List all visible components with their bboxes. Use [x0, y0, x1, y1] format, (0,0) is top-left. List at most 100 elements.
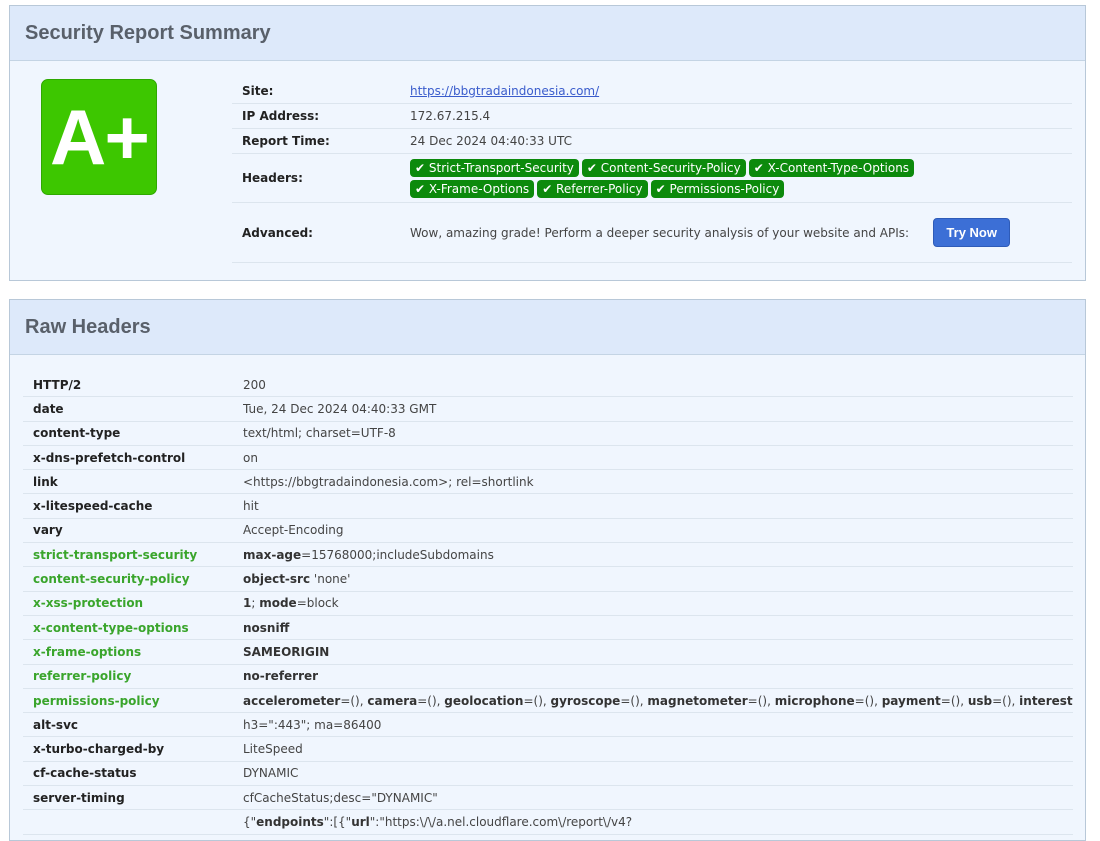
header-value: nosniff: [243, 621, 1073, 635]
header-value-part: mode: [259, 596, 297, 611]
header-name: HTTP/2: [33, 377, 82, 392]
table-row: cf-cache-status DYNAMIC: [23, 762, 1073, 787]
header-value-part: usb: [967, 693, 993, 708]
header-badge: ✔ Referrer-Policy: [537, 179, 648, 198]
try-now-button[interactable]: Try Now: [933, 218, 1010, 247]
card-header: Raw Headers: [10, 300, 1085, 355]
table-row: permissions-policy accelerometer=(), came…: [23, 689, 1073, 714]
header-value-part: url: [351, 814, 370, 829]
report-time-row: Report Time: 24 Dec 2024 04:40:33 UTC: [232, 129, 1072, 154]
header-value-part: cfCacheStatus;desc="DYNAMIC": [243, 790, 438, 805]
header-value-part: Tue, 24 Dec 2024 04:40:33 GMT: [243, 401, 437, 416]
header-value-part: =(),: [747, 693, 775, 708]
card-title: Raw Headers: [25, 315, 151, 338]
header-value-part: max-age: [243, 547, 302, 562]
table-row: server-timing cfCacheStatus;desc="DYNAMIC…: [23, 786, 1073, 811]
raw-headers-table: HTTP/2 200 date Tue, 24 Dec 2024 04:40:33 G…: [23, 373, 1073, 835]
header-value-part: geolocation: [444, 693, 524, 708]
header-name: vary: [33, 523, 63, 538]
table-row: strict-transport-security max-age=1576800…: [23, 543, 1073, 568]
header-value-part: SAMEORIGIN: [243, 644, 330, 659]
ip-row: IP Address: 172.67.215.4: [232, 104, 1072, 129]
header-value-part: =block: [296, 596, 339, 611]
header-value: object-src 'none': [243, 572, 1073, 586]
headers-label: Headers:: [242, 171, 303, 185]
header-value-part: accelerometer: [243, 693, 341, 708]
header-value-part: =(),: [940, 693, 968, 708]
header-value: SAMEORIGIN: [243, 645, 1073, 659]
table-row: vary Accept-Encoding: [23, 519, 1073, 544]
table-row: date Tue, 24 Dec 2024 04:40:33 GMT: [23, 397, 1073, 422]
header-value-part: ;: [251, 596, 260, 611]
header-name: content-security-policy: [33, 572, 190, 587]
header-value-part: {": [243, 814, 257, 829]
header-value-part: ":"https:\/\/a.nel.cloudflare.com\/repor…: [369, 814, 633, 829]
header-badge: ✔ X-Frame-Options: [410, 179, 535, 198]
header-value-part: camera: [367, 693, 418, 708]
table-row: HTTP/2 200: [23, 373, 1073, 398]
security-report-summary-card: Security Report Summary A+ Site: https:/…: [9, 5, 1086, 281]
header-value: accelerometer=(), camera=(), geolocation…: [243, 694, 1073, 708]
report-time-value: 24 Dec 2024 04:40:33 UTC: [410, 134, 572, 148]
advanced-label: Advanced:: [242, 225, 313, 240]
table-row: x-content-type-options nosniff: [23, 616, 1073, 641]
header-name: strict-transport-security: [33, 547, 198, 562]
header-name: date: [33, 401, 64, 416]
header-value-part: =(),: [854, 693, 882, 708]
header-value-part: Accept-Encoding: [243, 523, 344, 538]
table-row: x-frame-options SAMEORIGIN: [23, 640, 1073, 665]
header-value: text/html; charset=UTF-8: [243, 426, 1073, 440]
header-value: on: [243, 451, 1073, 465]
advanced-row: Advanced: Wow, amazing grade! Perform a …: [232, 203, 1072, 263]
header-value-part: endpoints: [256, 814, 324, 829]
table-row: {"endpoints":[{"url":"https:\/\/a.nel.cl…: [23, 810, 1073, 835]
table-row: referrer-policy no-referrer: [23, 665, 1073, 689]
header-value-part: nosniff: [243, 620, 290, 635]
header-value: DYNAMIC: [243, 766, 1073, 780]
header-name: x-content-type-options: [33, 620, 189, 635]
report-time-label: Report Time:: [242, 134, 330, 148]
card-title: Security Report Summary: [25, 21, 271, 44]
header-badge: ✔ Strict-Transport-Security: [410, 158, 579, 177]
header-value-part: =(),: [417, 693, 445, 708]
header-name: cf-cache-status: [33, 766, 137, 781]
header-value-part: 200: [243, 377, 266, 392]
header-value-part: magnetometer: [647, 693, 748, 708]
header-value-part: =(),: [523, 693, 551, 708]
raw-headers-card: Raw Headers HTTP/2 200 date Tue, 24 Dec 202…: [9, 299, 1086, 841]
header-value-part: object-src: [243, 572, 311, 587]
header-value: hit: [243, 499, 1073, 513]
header-name: x-dns-prefetch-control: [33, 450, 186, 465]
header-value: no-referrer: [243, 669, 1073, 683]
header-badge: ✔ Content-Security-Policy: [581, 158, 746, 177]
header-value-part: 'none': [310, 572, 351, 587]
header-value: <https://bbgtradaindonesia.com>; rel=sho…: [243, 475, 1073, 489]
header-name: x-litespeed-cache: [33, 499, 153, 514]
ip-value: 172.67.215.4: [410, 109, 491, 123]
header-value-part: <https://bbgtradaindonesia.com>; rel=sho…: [243, 474, 534, 489]
header-badges: ✔ Strict-Transport-Security ✔ Content-Sec…: [410, 156, 1030, 201]
grade-badge: A+: [41, 79, 157, 195]
header-name: x-xss-protection: [33, 596, 144, 611]
header-value: {"endpoints":[{"url":"https:\/\/a.nel.cl…: [243, 815, 1073, 829]
header-value-part: =(),: [992, 693, 1020, 708]
header-value: cfCacheStatus;desc="DYNAMIC": [243, 791, 1073, 805]
header-badge: ✔ X-Content-Type-Options: [748, 158, 915, 177]
header-value-part: 1: [243, 596, 252, 611]
header-value-part: =(),: [620, 693, 648, 708]
card-header: Security Report Summary: [10, 6, 1085, 61]
header-value-part: =15768000;includeSubdomains: [301, 547, 494, 562]
table-row: x-xss-protection 1; mode=block: [23, 592, 1073, 616]
header-value: 1; mode=block: [243, 596, 1073, 610]
header-value-part: gyroscope: [550, 693, 621, 708]
table-row: content-type text/html; charset=UTF-8: [23, 422, 1073, 446]
site-link[interactable]: https://bbgtradaindonesia.com/: [410, 84, 600, 98]
header-value: h3=":443"; ma=86400: [243, 718, 1073, 732]
table-row: content-security-policy object-src 'none': [23, 567, 1073, 592]
header-name: x-frame-options: [33, 644, 142, 659]
table-row: x-litespeed-cache hit: [23, 494, 1073, 519]
header-name: alt-svc: [33, 717, 79, 732]
header-value: Accept-Encoding: [243, 523, 1073, 537]
header-value-part: microphone: [774, 693, 855, 708]
header-value-part: LiteSpeed: [243, 742, 303, 757]
